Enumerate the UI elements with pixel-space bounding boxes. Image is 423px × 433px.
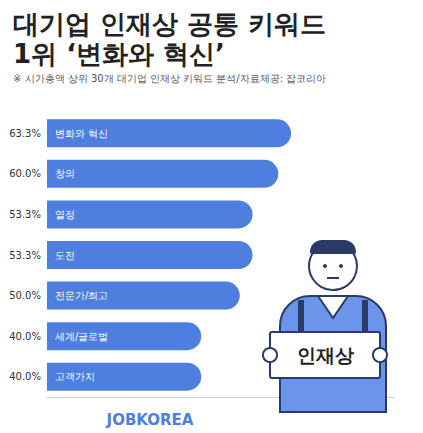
svg-text:50.0%: 50.0%	[9, 290, 41, 301]
svg-text:63.3%: 63.3%	[9, 128, 41, 139]
svg-text:열정: 열정	[55, 209, 75, 220]
svg-text:창의: 창의	[55, 168, 75, 179]
svg-text:JOBKOREA: JOBKOREA	[106, 411, 194, 429]
svg-text:대기업 인재상 공통 키워드: 대기업 인재상 공통 키워드	[13, 9, 326, 39]
svg-text:53.3%: 53.3%	[9, 250, 41, 261]
svg-text:40.0%: 40.0%	[9, 331, 41, 342]
svg-text:40.0%: 40.0%	[9, 371, 41, 382]
svg-text:세계/글로벌: 세계/글로벌	[55, 331, 108, 342]
svg-text:고객가치: 고객가치	[55, 371, 95, 382]
svg-text:변화와 혁신: 변화와 혁신	[55, 128, 108, 139]
svg-text:1위 ‘변화와 혁신’: 1위 ‘변화와 혁신’	[13, 39, 225, 69]
svg-text:인재상: 인재상	[297, 344, 354, 366]
svg-text:60.0%: 60.0%	[9, 168, 41, 179]
svg-text:도전: 도전	[55, 250, 75, 261]
svg-text:전문가/최고: 전문가/최고	[55, 290, 108, 301]
svg-text:※ 시가총액 상위 30개 대기업 인재상 키워드 분석/자: ※ 시가총액 상위 30개 대기업 인재상 키워드 분석/자료제공: 잡코리아	[13, 73, 326, 84]
svg-text:53.3%: 53.3%	[9, 209, 41, 220]
